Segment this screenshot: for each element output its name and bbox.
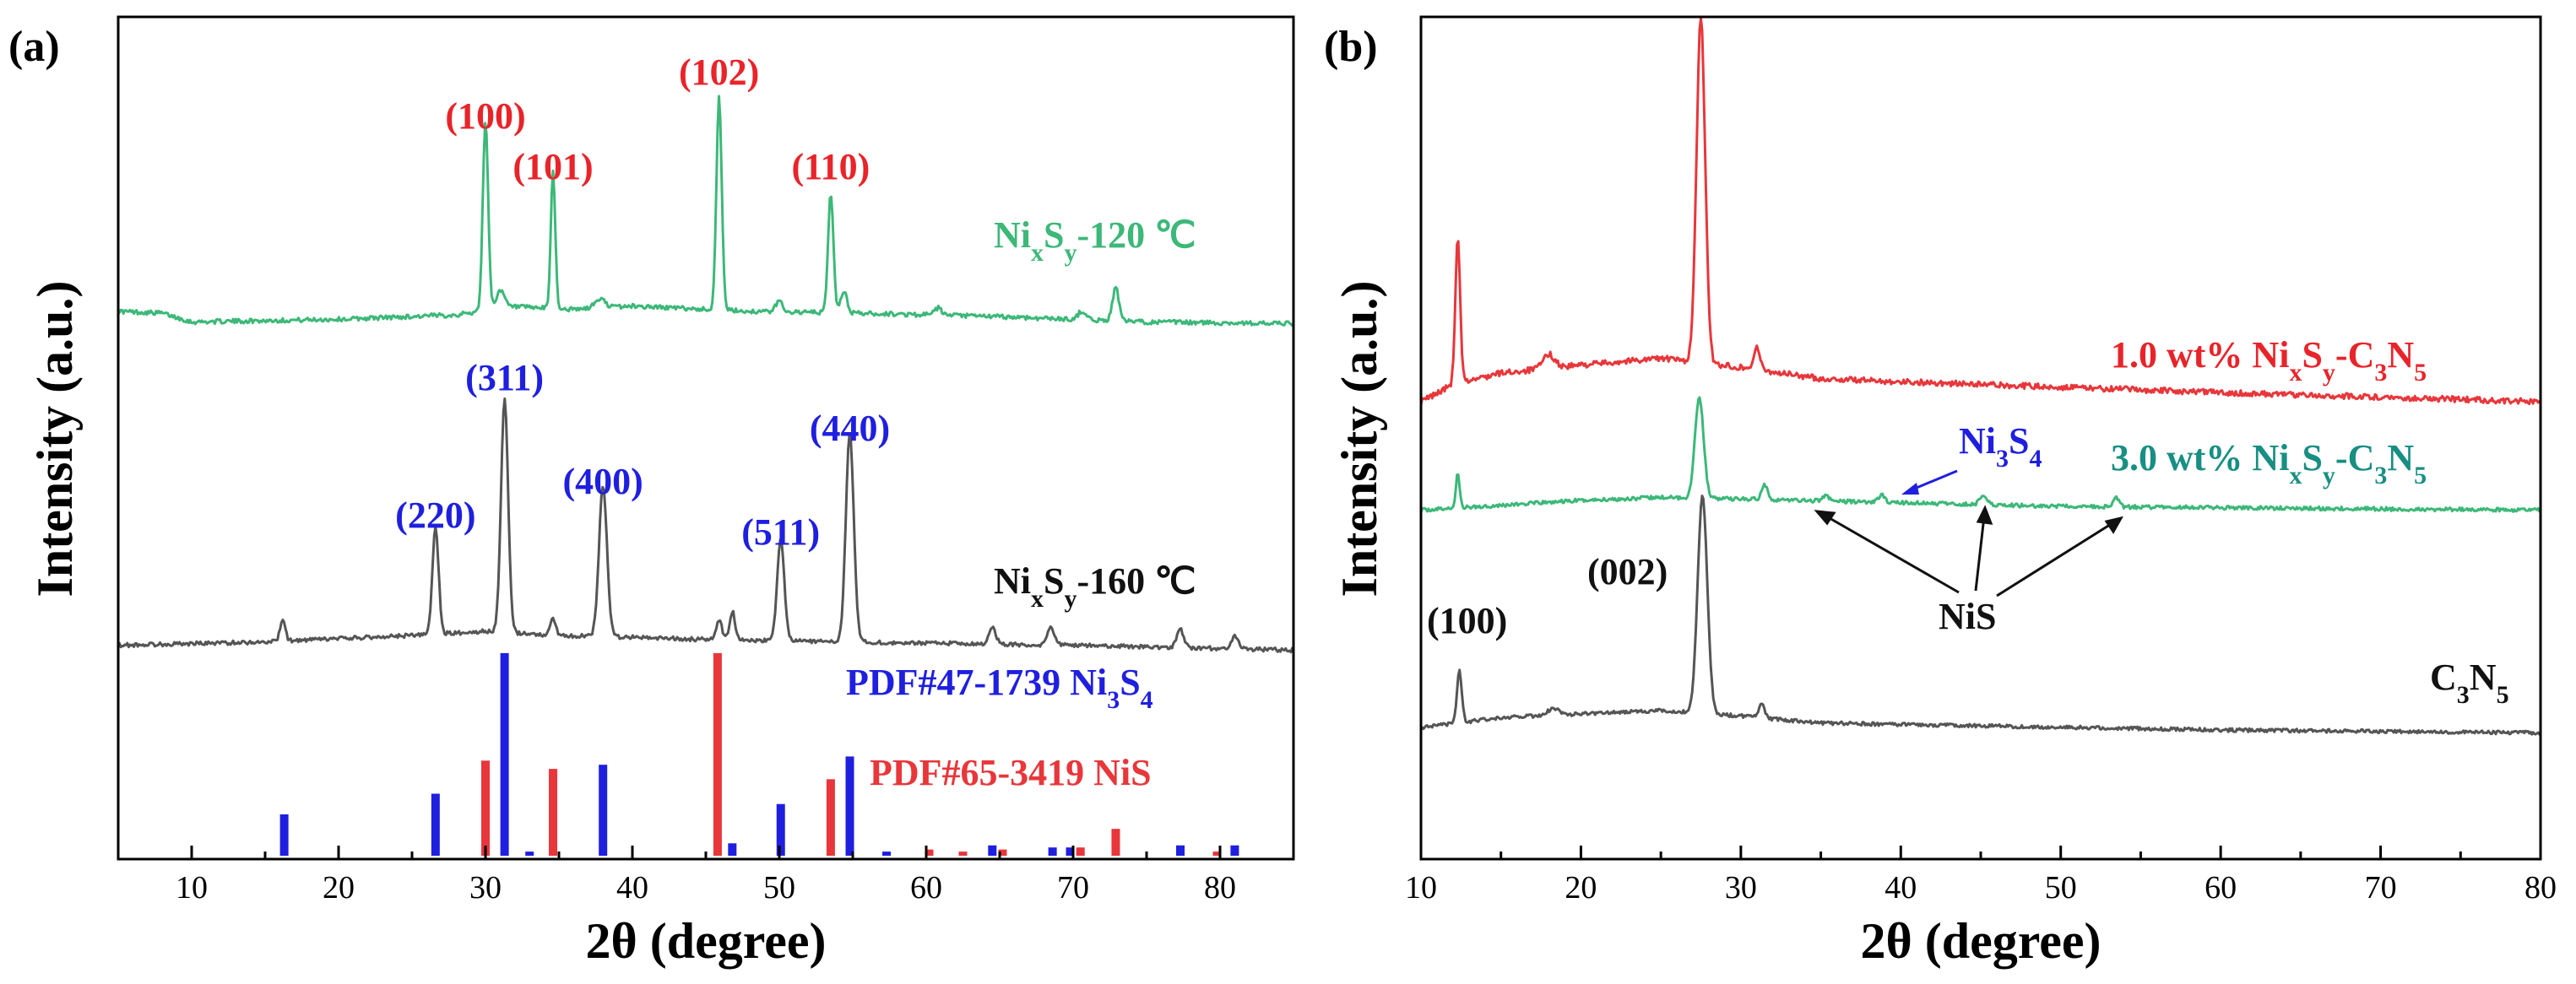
peak-label-a-0-0: (100) xyxy=(445,95,525,137)
panel-b-letter: (b) xyxy=(1324,23,1378,71)
panel-a-ylabel: Intensity (a.u.) xyxy=(27,280,83,597)
panel-a-letter: (a) xyxy=(8,23,60,71)
stick-nis-4 xyxy=(925,849,934,856)
stick-ni3s4-3 xyxy=(525,852,534,856)
peak-label-a-0-2: (102) xyxy=(679,51,759,93)
stick-ni3s4-10 xyxy=(1048,847,1057,856)
stick-ni3s4-7 xyxy=(845,756,854,856)
panel-b-xlabel: 2θ (degree) xyxy=(1860,913,2101,969)
peak-label-a-1-0: (220) xyxy=(395,495,475,536)
stick-nis-3 xyxy=(826,779,835,856)
annot-nis: NiS xyxy=(1939,596,1996,637)
stick-ni3s4-5 xyxy=(728,843,737,856)
panel-a: (a) 10 20 30 40 50 60 70 80 (100) (101) (102) (110… xyxy=(8,15,1295,969)
a-tick-label-20: 20 xyxy=(323,870,355,906)
stick-ni3s4-9 xyxy=(988,845,997,856)
arrows-nis xyxy=(1814,505,2123,597)
legend-ni3s4: PDF#47-1739 Ni3S4 xyxy=(846,662,1153,714)
b-tick-label-80: 80 xyxy=(2524,870,2557,906)
b-tick-label-70: 70 xyxy=(2365,870,2397,906)
stick-nis-6 xyxy=(998,849,1007,856)
annot-100: (100) xyxy=(1427,600,1507,641)
label-3wt: 3.0 wt% NixSy-C3N5 xyxy=(2111,437,2427,489)
stick-nis-7 xyxy=(1076,847,1085,856)
stick-ni3s4-13 xyxy=(1230,845,1239,856)
peak-label-a-0-3: (110) xyxy=(791,146,870,187)
panel-a-xlabel: 2θ (degree) xyxy=(585,913,826,969)
stick-nis-8 xyxy=(1111,829,1120,856)
stick-nis-0 xyxy=(481,760,490,856)
peak-label-a-1-4: (440) xyxy=(810,408,890,449)
stick-nis-9 xyxy=(1212,852,1222,856)
stick-ni3s4-0 xyxy=(279,814,289,856)
a-tick-label-40: 40 xyxy=(616,870,648,906)
b-tick-label-30: 30 xyxy=(1725,870,1757,906)
trace-3wt xyxy=(1419,396,2541,513)
stick-nis-5 xyxy=(958,852,968,856)
peak-label-a-0-1: (101) xyxy=(512,146,593,187)
b-tick-label-50: 50 xyxy=(2045,870,2077,906)
stick-ni3s4-1 xyxy=(431,793,440,856)
stick-ni3s4-8 xyxy=(882,852,892,856)
a-tick-label-60: 60 xyxy=(910,870,942,906)
annot-002: (002) xyxy=(1587,551,1668,592)
trace-1wt xyxy=(1419,17,2541,406)
peak-label-a-1-2: (400) xyxy=(563,461,643,502)
stick-ni3s4-2 xyxy=(500,652,509,856)
label-c3n5: C3N5 xyxy=(2430,657,2509,709)
b-tick-label-20: 20 xyxy=(1565,870,1597,906)
trace-c3n5 xyxy=(1419,495,2542,736)
trace-nixsy-120 xyxy=(117,95,1295,327)
stick-ni3s4-12 xyxy=(1176,845,1185,856)
label-nixsy-160: NixSy-160 ℃ xyxy=(994,560,1196,613)
stick-nis-1 xyxy=(549,769,558,856)
legend-nis: PDF#65-3419 NiS xyxy=(870,752,1152,793)
peak-label-a-1-1: (311) xyxy=(465,357,544,398)
b-tick-label-60: 60 xyxy=(2205,870,2237,906)
a-tick-label-80: 80 xyxy=(1204,870,1236,906)
peak-label-a-1-3: (511) xyxy=(741,511,820,553)
stick-ni3s4-4 xyxy=(599,765,608,856)
panel-b-ylabel: Intensity (a.u.) xyxy=(1331,280,1387,597)
stick-ni3s4-11 xyxy=(1066,847,1075,856)
label-1wt: 1.0 wt% NixSy-C3N5 xyxy=(2111,334,2427,387)
b-tick-label-40: 40 xyxy=(1885,870,1917,906)
annot-ni3s4: Ni3S4 xyxy=(1959,420,2042,473)
arrow-ni3s4-head xyxy=(1901,483,1919,495)
panel-a-frame xyxy=(117,15,1295,861)
a-tick-label-70: 70 xyxy=(1057,870,1089,906)
stick-nis-2 xyxy=(713,652,722,856)
label-nixsy-120: NixSy-120 ℃ xyxy=(994,214,1196,267)
b-tick-label-10: 10 xyxy=(1405,870,1437,906)
trace-nixsy-160 xyxy=(117,397,1295,654)
a-tick-label-10: 10 xyxy=(176,870,208,906)
panel-b: (b) 10 20 30 40 50 60 70 80 1.0 wt% NixSy-C3N5 … xyxy=(1324,15,2557,969)
a-tick-label-30: 30 xyxy=(469,870,502,906)
stick-ni3s4-6 xyxy=(776,803,785,856)
a-tick-label-50: 50 xyxy=(763,870,795,906)
